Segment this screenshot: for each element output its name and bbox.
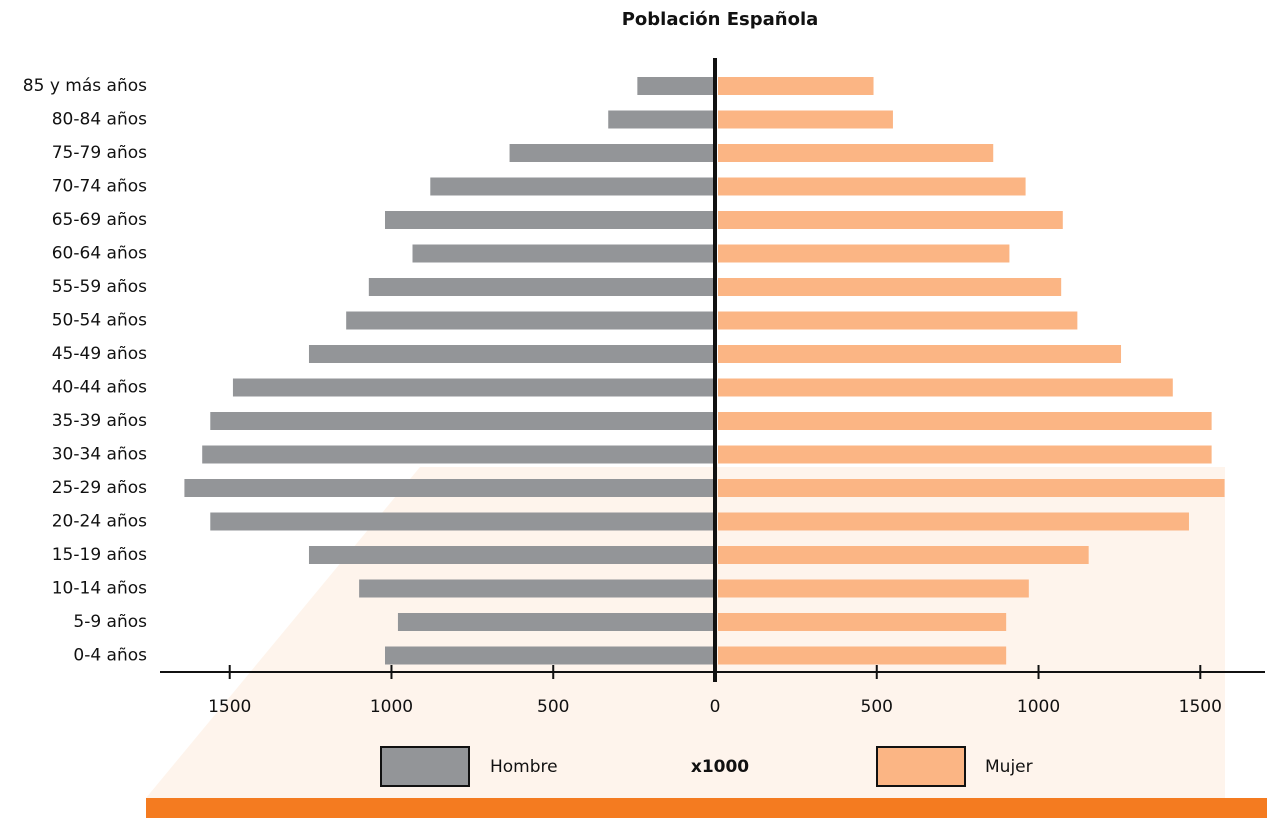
bar	[718, 378, 1173, 397]
bar	[430, 177, 715, 196]
y-tick-label: 85 y más años	[23, 76, 147, 96]
bar	[308, 345, 715, 363]
bar	[718, 211, 1063, 229]
bar	[718, 546, 1089, 564]
y-tick-label: 25-29 años	[52, 478, 147, 498]
unit-note: x1000	[691, 757, 749, 777]
bar	[718, 278, 1062, 296]
legend-label: Mujer	[985, 757, 1033, 777]
x-tick-label: 1000	[1017, 697, 1060, 717]
bar	[210, 512, 715, 531]
bar	[346, 311, 715, 330]
x-tick-label: 1000	[370, 697, 413, 717]
x-tick-label: 500	[537, 697, 569, 717]
bar	[718, 412, 1212, 430]
bar	[718, 579, 1029, 598]
x-tick-label: 0	[710, 697, 721, 717]
bar	[368, 278, 715, 296]
y-tick-label: 10-14 años	[52, 579, 147, 599]
y-tick-label: 0-4 años	[73, 646, 147, 666]
y-tick-label: 75-79 años	[52, 143, 147, 163]
bar	[397, 613, 715, 631]
bar	[637, 77, 715, 95]
bar	[385, 646, 715, 665]
legend-swatch	[876, 746, 966, 787]
x-tick-label: 500	[861, 697, 893, 717]
bar	[359, 579, 715, 598]
bar	[608, 110, 715, 129]
bar	[210, 412, 715, 430]
chart-title: Población Española	[622, 9, 819, 30]
bar	[718, 345, 1122, 363]
bar	[718, 646, 1007, 665]
legend-swatch	[380, 746, 470, 787]
bar	[509, 144, 715, 162]
bar	[412, 244, 715, 263]
bar	[202, 445, 716, 464]
bar	[385, 211, 715, 229]
y-tick-label: 40-44 años	[52, 378, 147, 398]
bar	[718, 512, 1189, 531]
footer-band	[146, 798, 1267, 818]
legend-label: Hombre	[490, 757, 558, 777]
y-tick-label: 5-9 años	[73, 612, 147, 632]
bar	[718, 445, 1212, 464]
bar	[718, 110, 893, 129]
y-tick-label: 30-34 años	[52, 445, 147, 465]
bar	[718, 77, 874, 95]
y-tick-label: 80-84 años	[52, 110, 147, 130]
y-tick-label: 70-74 años	[52, 177, 147, 197]
y-tick-label: 55-59 años	[52, 277, 147, 297]
bar	[232, 378, 716, 397]
y-tick-label: 65-69 años	[52, 210, 147, 230]
x-tick-label: 1500	[208, 697, 251, 717]
y-tick-label: 20-24 años	[52, 512, 147, 532]
bar	[718, 144, 994, 162]
bar	[308, 546, 715, 564]
y-tick-label: 60-64 años	[52, 244, 147, 264]
y-tick-label: 45-49 años	[52, 344, 147, 364]
bar	[718, 177, 1026, 196]
bar	[184, 479, 716, 497]
bar	[718, 244, 1010, 263]
y-tick-label: 35-39 años	[52, 411, 147, 431]
y-tick-label: 15-19 años	[52, 545, 147, 565]
y-tick-label: 50-54 años	[52, 311, 147, 331]
bar	[718, 311, 1078, 330]
bar	[718, 479, 1225, 497]
bar	[718, 613, 1007, 631]
x-tick-label: 1500	[1179, 697, 1222, 717]
